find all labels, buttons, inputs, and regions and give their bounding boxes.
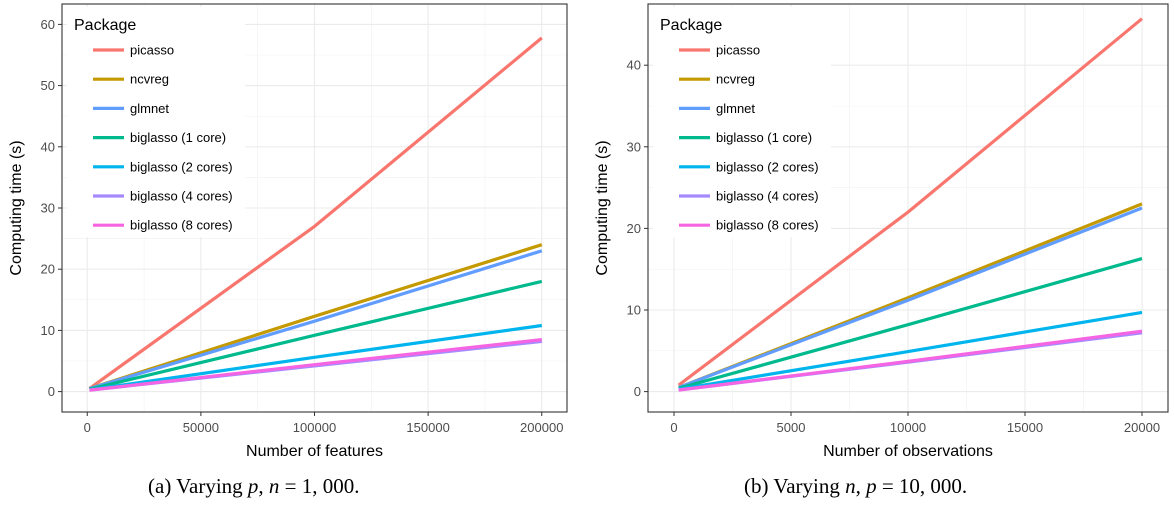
y-tick-label: 60 [41, 17, 55, 32]
legend-label-2: ncvreg [130, 72, 169, 87]
x-axis-title: Number of observations [823, 443, 993, 460]
legend-title: Package [74, 17, 136, 34]
legend: Package picasso ncvreg glmnet biglasso (1 co… [653, 7, 831, 237]
caption-a-suffix: = 1, 000. [279, 474, 360, 498]
y-tick-label: 10 [627, 303, 641, 318]
x-tick-label: 0 [670, 420, 677, 435]
x-axis-title: Number of features [246, 443, 383, 460]
series-line-7 [89, 338, 542, 392]
caption-a-prefix: (a) Varying [148, 474, 248, 498]
y-tick-label: 20 [41, 262, 55, 277]
y-tick-label: 40 [41, 139, 55, 154]
series-line-4 [89, 279, 543, 391]
chart-panel-1: 0 10 20 30 40 50 60 0 50000 100000 150000 200000 Num… [8, 3, 568, 460]
series-line-1 [88, 36, 543, 390]
x-tick-label: 20000 [1124, 420, 1160, 435]
series-line-7 [678, 329, 1143, 392]
y-tick-label: 40 [627, 58, 641, 73]
legend-background [67, 7, 245, 237]
legend-label-6: biglasso (4 cores) [716, 189, 819, 204]
y-tick-label: 0 [48, 384, 55, 399]
y-tick-label: 20 [627, 221, 641, 236]
series-line-5 [678, 310, 1143, 391]
y-tick-label: 30 [627, 139, 641, 154]
caption-b-var1: n [845, 474, 856, 498]
caption-a: (a) Varying p, n = 1, 000. [148, 474, 360, 499]
legend: Package picasso ncvreg glmnet biglasso (1 co… [67, 7, 245, 237]
x-tick-label: 50000 [183, 420, 219, 435]
series-line-4 [678, 257, 1143, 390]
y-axis-title: Computing time (s) [594, 140, 611, 275]
legend-label-7: biglasso (8 cores) [130, 218, 233, 233]
x-tick-label: 5000 [777, 420, 806, 435]
legend-label-4: biglasso (1 core) [130, 130, 226, 145]
legend-label-1: picasso [716, 43, 760, 58]
caption-a-mid: , [258, 474, 269, 498]
caption-b-mid: , [855, 474, 867, 498]
caption-a-var1: p [247, 474, 259, 498]
caption-b-suffix: = 10, 000. [876, 474, 968, 498]
caption-b-prefix: (b) Varying [744, 474, 846, 498]
legend-title: Package [660, 17, 722, 34]
y-tick-label: 30 [41, 201, 55, 216]
legend-label-6: biglasso (4 cores) [130, 189, 233, 204]
x-tick-label: 100000 [293, 420, 336, 435]
legend-label-3: glmnet [716, 101, 755, 116]
chart-panel-2: 0 10 20 30 40 0 5000 10000 15000 20000 Number of o… [594, 3, 1169, 460]
caption-a-var2: n [268, 474, 280, 498]
caption-b-var2: p [866, 474, 877, 498]
series-line-3 [678, 206, 1143, 389]
y-tick-label: 10 [41, 323, 55, 338]
legend-label-3: glmnet [130, 101, 169, 116]
series-line-1 [677, 17, 1144, 387]
x-tick-label: 200000 [520, 420, 563, 435]
y-tick-label: 50 [41, 78, 55, 93]
legend-label-5: biglasso (2 cores) [716, 159, 819, 174]
series-line-5 [89, 323, 543, 392]
legend-label-1: picasso [130, 43, 174, 58]
x-tick-label: 150000 [406, 420, 449, 435]
legend-label-7: biglasso (8 cores) [716, 218, 819, 233]
legend-label-2: ncvreg [716, 72, 755, 87]
x-tick-label: 10000 [890, 420, 926, 435]
y-axis-title: Computing time (s) [8, 140, 25, 275]
legend-label-4: biglasso (1 core) [716, 130, 812, 145]
legend-label-5: biglasso (2 cores) [130, 159, 233, 174]
x-tick-label: 15000 [1007, 420, 1043, 435]
legend-background [653, 7, 831, 237]
y-tick-label: 0 [634, 384, 641, 399]
x-tick-label: 0 [84, 420, 91, 435]
series-line-3 [89, 249, 543, 391]
caption-b: (b) Varying n, p = 10, 000. [744, 474, 967, 499]
